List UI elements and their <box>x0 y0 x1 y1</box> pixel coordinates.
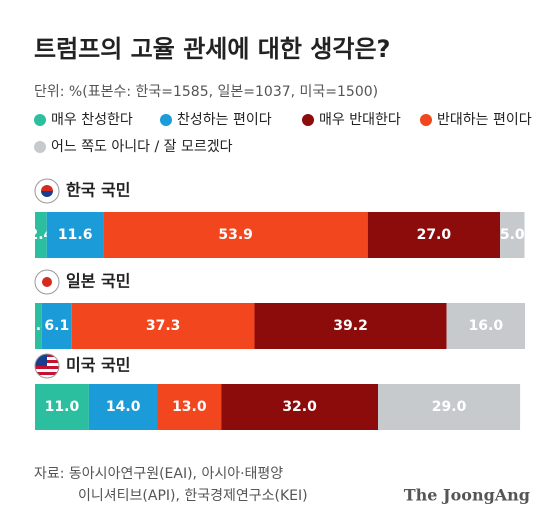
value-label: 27.0 <box>417 227 452 243</box>
value-label: 13.0 <box>172 399 207 415</box>
bar-segment <box>103 212 368 258</box>
value-label: 39.2 <box>333 318 368 334</box>
bar-segment <box>35 303 42 349</box>
brand: The JoongAng <box>404 486 530 505</box>
legend-swatch <box>34 114 46 126</box>
legend-label: 매우 찬성한다 <box>51 112 133 128</box>
bar-segment <box>157 384 222 430</box>
bar-segment <box>35 212 47 258</box>
flag-us <box>34 353 60 379</box>
legend-swatch <box>34 141 46 153</box>
bar-segment <box>35 384 89 430</box>
bar-segment <box>46 212 104 258</box>
bar-segment <box>254 303 447 349</box>
chart-title: 트럼프의 고율 관세에 대한 생각은? <box>34 35 390 63</box>
bar-segment <box>367 212 501 258</box>
legend-swatch <box>302 114 314 126</box>
source: 이니셔티브(API), 한국경제연구소(KEI) <box>78 488 308 504</box>
category-label: 미국 국민 <box>66 356 130 375</box>
bar-segment <box>88 384 158 430</box>
flag-korea <box>34 178 60 204</box>
bar-segment <box>41 303 72 349</box>
legend-swatch <box>420 114 432 126</box>
legend-label: 반대하는 편이다 <box>437 112 532 128</box>
legend-label: 어느 쪽도 아니다 / 잘 모르겠다 <box>51 139 233 155</box>
value-label: 5.0 <box>500 227 525 243</box>
bar-segment <box>221 384 378 430</box>
legend-label: 찬성하는 편이다 <box>177 112 272 128</box>
value-label: 11.0 <box>45 399 80 415</box>
legend-swatch <box>160 114 172 126</box>
bar-segment <box>500 212 525 258</box>
value-label: 11.6 <box>58 227 93 243</box>
legend-label: 매우 반대한다 <box>319 112 401 128</box>
bar-segment <box>446 303 525 349</box>
category-label: 한국 국민 <box>66 181 130 200</box>
source: 자료: 동아시아연구원(EAI), 아시아·태평양 <box>34 466 283 482</box>
value-label: 29.0 <box>432 399 467 415</box>
value-label: 37.3 <box>146 318 181 334</box>
bar-segment <box>378 384 521 430</box>
value-label: 6.1 <box>44 318 69 334</box>
value-label: 16.0 <box>469 318 504 334</box>
subtitle: 단위: %(표본수: 한국=1585, 일본=1037, 미국=1500) <box>34 84 378 100</box>
value-label: 53.9 <box>218 227 253 243</box>
value-label: 14.0 <box>106 399 141 415</box>
flag-japan <box>34 269 60 295</box>
value-label: 32.0 <box>282 399 317 415</box>
category-label: 일본 국민 <box>66 272 130 291</box>
bar-segment <box>71 303 255 349</box>
